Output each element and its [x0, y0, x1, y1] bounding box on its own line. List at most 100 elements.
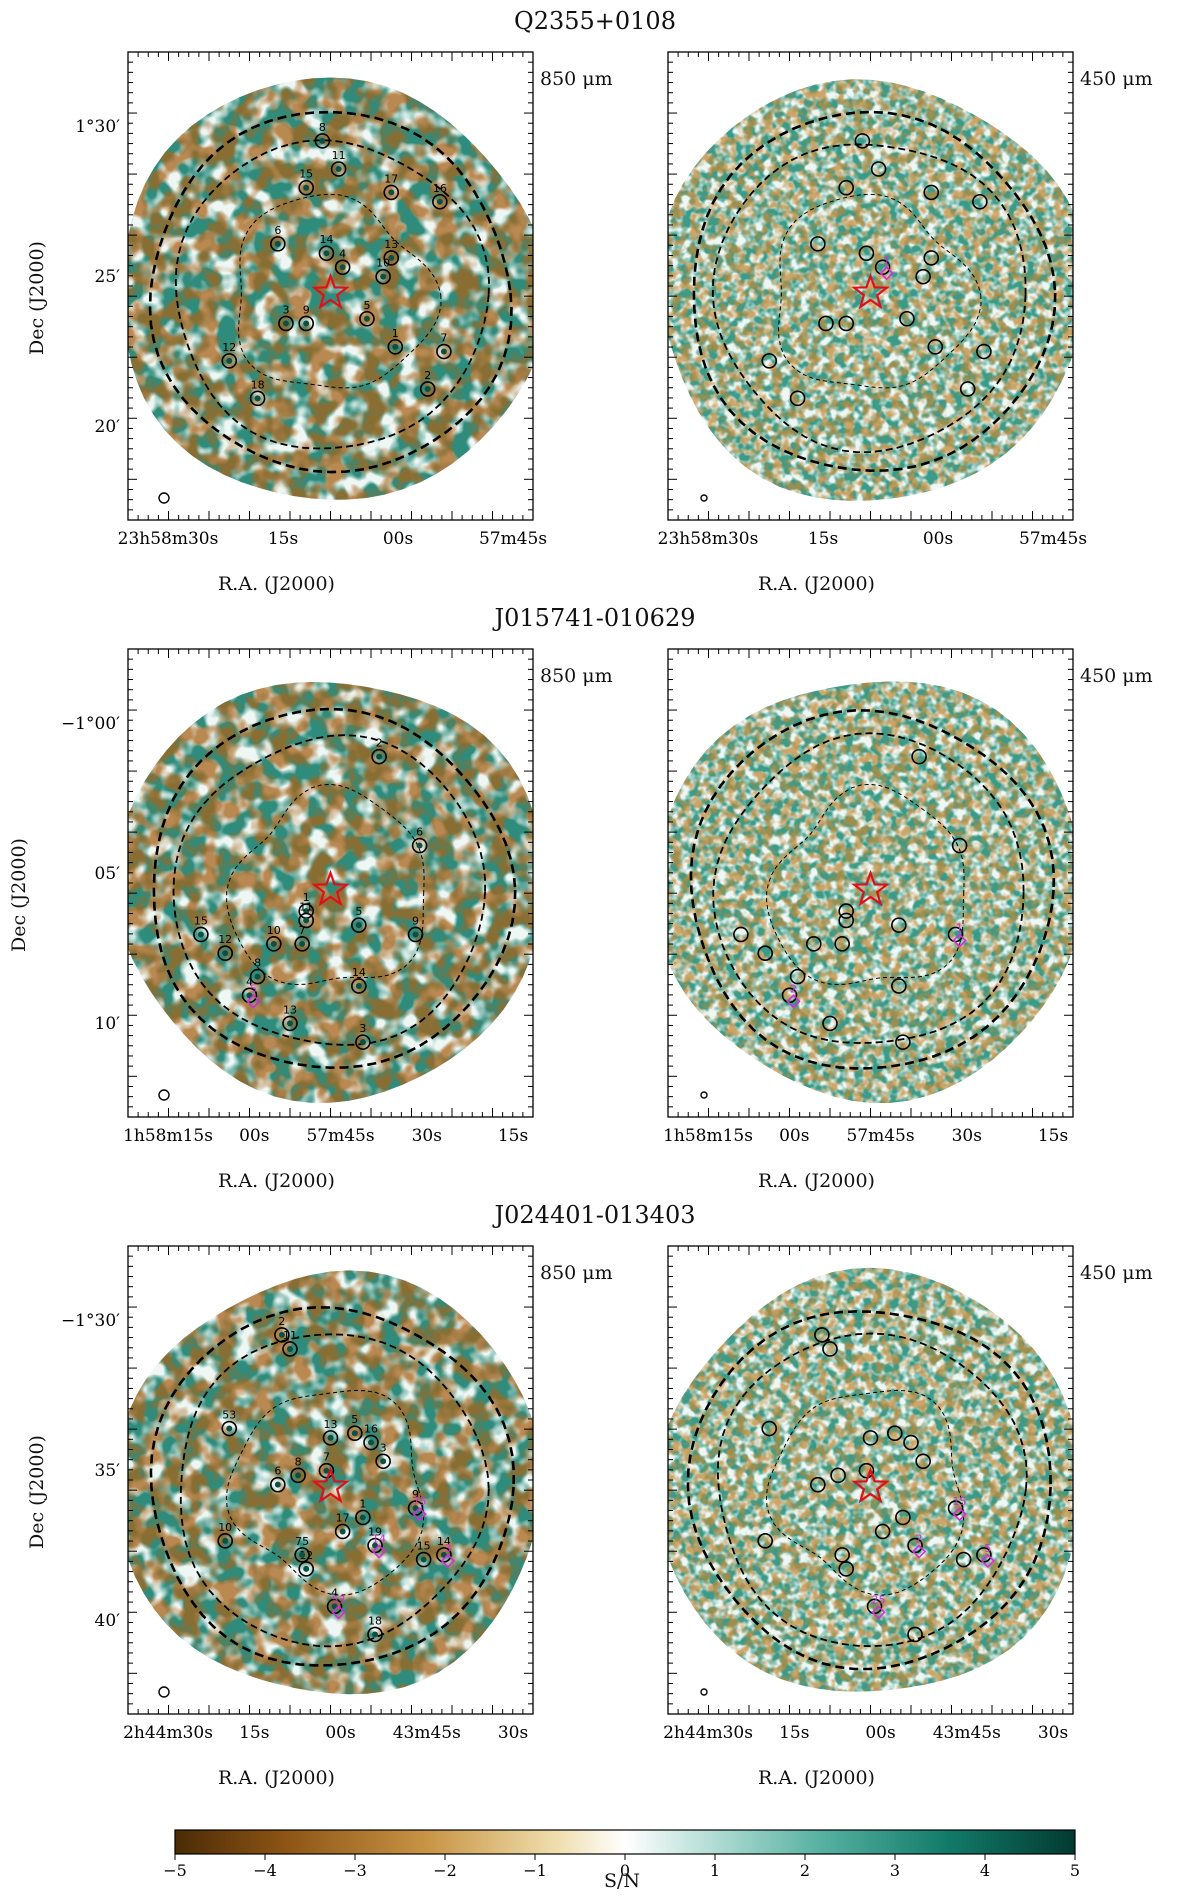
- colorbar-tick-label: 3: [890, 1861, 900, 1880]
- source-label: 16: [433, 182, 447, 195]
- source-circle: [834, 1547, 850, 1563]
- counterpart-label: 25: [872, 1593, 886, 1606]
- ra-tick-label: 00s: [325, 1723, 355, 1743]
- contour-outer: [152, 707, 517, 1070]
- map-noise-negative: [668, 79, 1073, 501]
- source-dot: [282, 320, 289, 327]
- source-label: 11: [299, 900, 313, 913]
- source-label: 14: [437, 1535, 451, 1548]
- map-noise-negative: [128, 682, 533, 1103]
- counterpart-label: 3: [444, 1542, 451, 1555]
- source-label: 7: [323, 1451, 330, 1464]
- ra-tick-label: 15s: [808, 529, 838, 549]
- source-circle: [838, 912, 855, 929]
- contour-inner: [766, 783, 965, 986]
- target-star: [311, 272, 350, 310]
- counterpart-label: 5: [250, 982, 257, 995]
- source-label: 11: [332, 149, 346, 162]
- sn-map: [128, 1270, 533, 1695]
- target-star: [851, 272, 890, 310]
- source-dot: [420, 1556, 427, 1563]
- source-circle: [870, 161, 887, 177]
- target-star: [851, 869, 890, 907]
- beam-marker: [700, 1688, 708, 1696]
- source-circle: [951, 837, 968, 854]
- colorbar-tick-label: 4: [980, 1861, 990, 1880]
- source-dot: [287, 1020, 293, 1027]
- source-label: 53: [222, 1409, 236, 1422]
- counterpart-diamond: [331, 1605, 346, 1620]
- counterpart-diamond: [440, 1553, 456, 1569]
- counterpart-diamond: [786, 994, 801, 1009]
- counterpart-label: 1: [956, 921, 963, 934]
- ra-tick-label: 00s: [865, 1723, 895, 1743]
- counterpart-diamond: [879, 266, 894, 281]
- source-circle: [838, 179, 855, 196]
- source-circle: [371, 748, 387, 765]
- source-label: 10: [376, 257, 390, 270]
- source-circle: [810, 1476, 826, 1493]
- x-axis-label: R.A. (J2000): [758, 1170, 875, 1192]
- contour-middle: [712, 732, 1025, 1044]
- source-dot: [323, 250, 330, 257]
- source-circle: [927, 339, 944, 355]
- ra-tick-label: 2h44m30s: [123, 1723, 213, 1743]
- source-circle: [282, 1015, 298, 1032]
- source-circle: [298, 315, 315, 332]
- counterpart-label: 5: [984, 1542, 991, 1555]
- source-circle: [298, 179, 315, 196]
- source-circle: [265, 936, 282, 952]
- source-circle: [810, 236, 826, 252]
- source-label: 5: [363, 299, 370, 312]
- colorbar: −5 −4 −3 −2 −1 0 1 2 3 4 5: [163, 1829, 1080, 1880]
- source-circle: [330, 161, 347, 177]
- source-circle: [923, 250, 940, 266]
- ra-tick-label: 30s: [1038, 1723, 1068, 1743]
- colorbar-gradient: [174, 1829, 1076, 1855]
- source-circle: [351, 978, 367, 994]
- source-circle: [411, 837, 428, 854]
- source-circle: [891, 917, 907, 933]
- source-dot: [222, 1537, 229, 1544]
- colorbar-tick-label: 0: [620, 1861, 630, 1880]
- ra-tick-label: 1h58m15s: [123, 1126, 213, 1146]
- source-circle: [355, 1509, 371, 1526]
- source-dot: [359, 1514, 366, 1521]
- source-label: 12: [218, 933, 232, 946]
- source-dot: [287, 1345, 293, 1352]
- ra-tick-label: 15s: [1038, 1126, 1068, 1146]
- source-dot: [335, 166, 342, 172]
- sn-map: [668, 1267, 1073, 1692]
- band-label-450: 450 μm: [1080, 68, 1153, 90]
- source-circle: [282, 1341, 298, 1357]
- dec-tick-label: 40′: [95, 1611, 121, 1631]
- source-circle: [363, 1434, 379, 1451]
- source-circle: [290, 1467, 306, 1484]
- source-dot: [424, 385, 431, 392]
- dec-tick-label: 25′: [95, 267, 121, 287]
- source-circle: [415, 1551, 432, 1568]
- ra-tick-label: 00s: [923, 529, 953, 549]
- y-axis-label: Dec (J2000): [7, 838, 30, 952]
- source-circle: [270, 236, 286, 252]
- target-star: [311, 869, 350, 907]
- colorbar-label: S/N: [604, 1870, 641, 1892]
- source-dot: [323, 1467, 330, 1474]
- source-label: 2: [424, 369, 431, 382]
- source-circle: [387, 339, 404, 355]
- x-axis-label: R.A. (J2000): [758, 1767, 875, 1789]
- source-label: 5: [355, 905, 362, 918]
- source-circle: [733, 926, 749, 943]
- source-label: 15: [417, 1540, 431, 1553]
- source-circle: [923, 184, 940, 201]
- beam-marker: [158, 1686, 170, 1698]
- source-circle: [367, 1626, 383, 1643]
- ra-tick-label: 30s: [498, 1723, 528, 1743]
- source-label: 2: [278, 1315, 285, 1328]
- ra-tick-label: 57m45s: [846, 1126, 914, 1146]
- map-panel-450: 2 1 1h58m15s 00s 57m45s 30s 15s: [663, 648, 1074, 1146]
- ra-tick-label: 15s: [268, 529, 298, 549]
- source-circle: [895, 1034, 911, 1050]
- source-label: 6: [274, 1465, 281, 1478]
- source-circle: [314, 133, 331, 149]
